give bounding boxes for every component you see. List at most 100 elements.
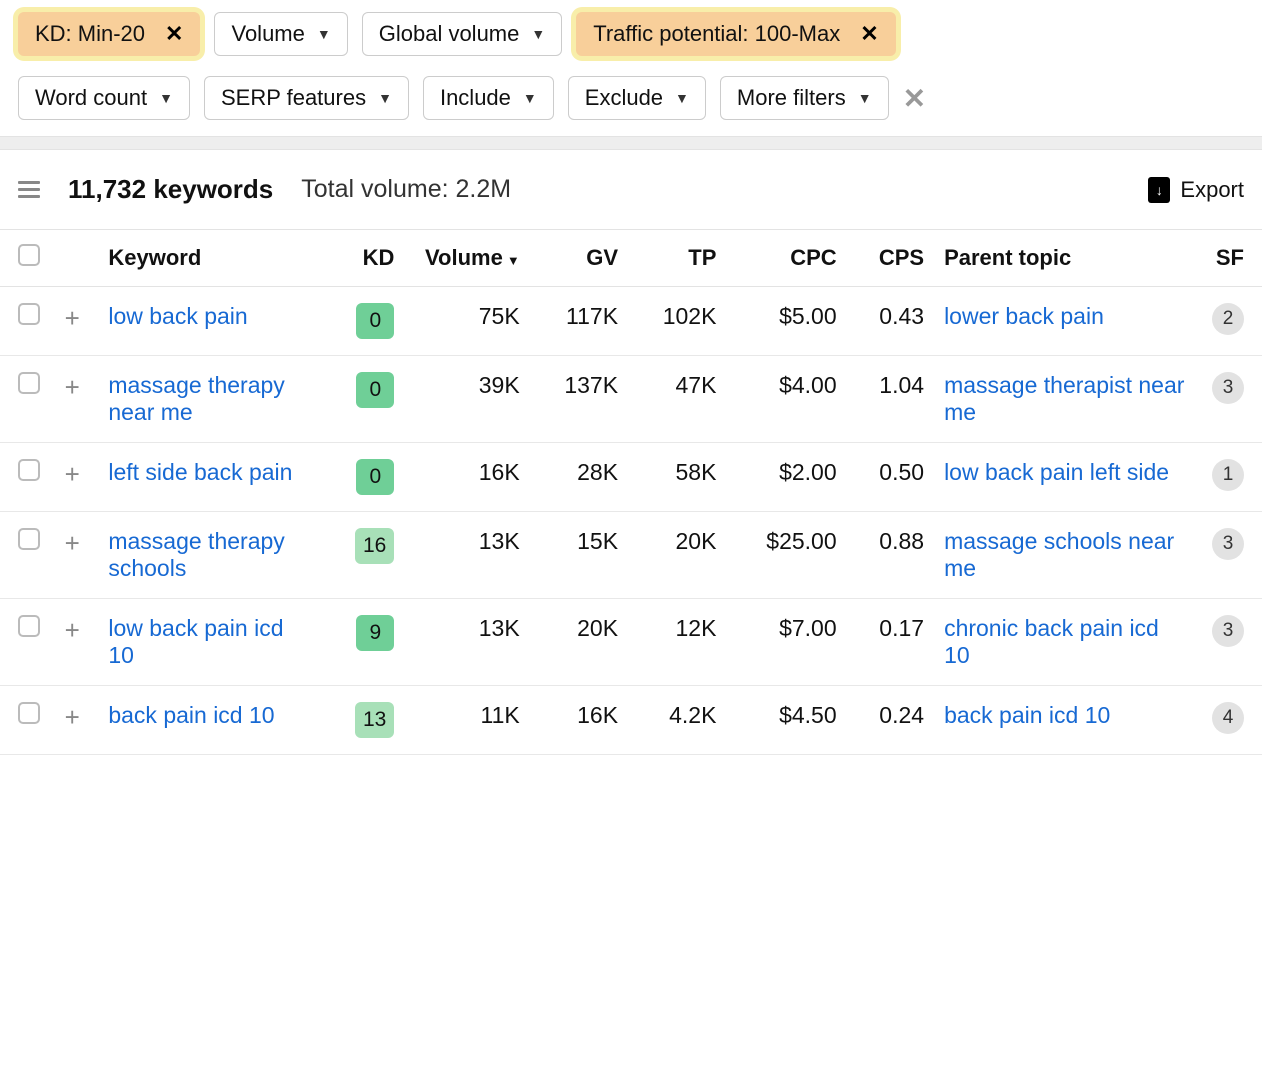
row-checkbox[interactable] — [18, 615, 40, 637]
header-tp[interactable]: TP — [628, 230, 726, 287]
kd-badge: 9 — [356, 615, 394, 651]
row-checkbox[interactable] — [18, 372, 40, 394]
filter-pill[interactable]: More filters▼ — [720, 76, 889, 120]
cell-volume: 13K — [404, 512, 529, 599]
chevron-down-icon: ▼ — [531, 26, 545, 42]
table-row: +massage therapy schools1613K15K20K$25.0… — [0, 512, 1262, 599]
sf-badge[interactable]: 4 — [1212, 702, 1244, 734]
header-keyword[interactable]: Keyword — [98, 230, 317, 287]
filter-row-2: Word count▼SERP features▼Include▼Exclude… — [0, 64, 1262, 128]
export-button[interactable]: Export — [1148, 177, 1244, 203]
sf-badge[interactable]: 1 — [1212, 459, 1244, 491]
chevron-down-icon: ▼ — [858, 90, 872, 106]
row-checkbox[interactable] — [18, 528, 40, 550]
filter-pill[interactable]: Word count▼ — [18, 76, 190, 120]
select-all-checkbox[interactable] — [18, 244, 40, 266]
keyword-link[interactable]: massage therapy near me — [108, 372, 284, 425]
parent-topic-link[interactable]: chronic back pain icd 10 — [944, 615, 1159, 668]
cell-gv: 16K — [530, 686, 628, 755]
filter-pill[interactable]: Global volume ▼ — [362, 12, 563, 56]
cell-cpc: $4.50 — [726, 686, 846, 755]
cell-gv: 15K — [530, 512, 628, 599]
row-checkbox[interactable] — [18, 702, 40, 724]
keyword-link[interactable]: low back pain icd 10 — [108, 615, 283, 668]
sf-badge[interactable]: 2 — [1212, 303, 1244, 335]
cell-cps: 0.50 — [847, 443, 934, 512]
filter-label: KD: Min-20 — [35, 21, 145, 47]
close-icon[interactable]: ✕ — [165, 21, 183, 47]
cell-cpc: $4.00 — [726, 356, 846, 443]
parent-topic-link[interactable]: massage therapist near me — [944, 372, 1184, 425]
row-checkbox[interactable] — [18, 459, 40, 481]
expand-row-button[interactable]: + — [65, 702, 80, 732]
total-volume: Total volume: 2.2M — [301, 175, 511, 204]
header-cpc[interactable]: CPC — [726, 230, 846, 287]
cell-gv: 117K — [530, 287, 628, 356]
keyword-link[interactable]: left side back pain — [108, 459, 292, 485]
parent-topic-link[interactable]: back pain icd 10 — [944, 702, 1110, 728]
filter-pill[interactable]: KD: Min-20 ✕ — [18, 12, 200, 56]
cell-volume: 39K — [404, 356, 529, 443]
clear-filters-icon[interactable]: ✕ — [903, 82, 926, 115]
sf-badge[interactable]: 3 — [1212, 615, 1244, 647]
chevron-down-icon: ▼ — [523, 90, 537, 106]
filter-label: Global volume — [379, 21, 520, 47]
sf-badge[interactable]: 3 — [1212, 528, 1244, 560]
header-sf[interactable]: SF — [1196, 230, 1262, 287]
kd-badge: 0 — [356, 372, 394, 408]
table-row: +back pain icd 101311K16K4.2K$4.500.24ba… — [0, 686, 1262, 755]
header-volume[interactable]: Volume▼ — [404, 230, 529, 287]
expand-row-button[interactable]: + — [65, 528, 80, 558]
parent-topic-link[interactable]: lower back pain — [944, 303, 1104, 329]
cell-cpc: $5.00 — [726, 287, 846, 356]
table-row: +left side back pain016K28K58K$2.000.50l… — [0, 443, 1262, 512]
header-kd[interactable]: KD — [317, 230, 404, 287]
parent-topic-link[interactable]: low back pain left side — [944, 459, 1169, 485]
expand-row-button[interactable]: + — [65, 615, 80, 645]
filter-pill[interactable]: Volume ▼ — [214, 12, 347, 56]
table-row: +low back pain075K117K102K$5.000.43lower… — [0, 287, 1262, 356]
filter-label: SERP features — [221, 85, 366, 111]
keyword-link[interactable]: massage therapy schools — [108, 528, 284, 581]
keyword-link[interactable]: back pain icd 10 — [108, 702, 274, 728]
keywords-table: Keyword KD Volume▼ GV TP CPC CPS Parent … — [0, 229, 1262, 755]
cell-tp: 4.2K — [628, 686, 726, 755]
expand-row-button[interactable]: + — [65, 459, 80, 489]
list-menu-icon[interactable] — [18, 181, 40, 198]
filter-pill[interactable]: Traffic potential: 100-Max✕ — [576, 12, 895, 56]
chevron-down-icon: ▼ — [378, 90, 392, 106]
keyword-link[interactable]: low back pain — [108, 303, 247, 329]
header-gv[interactable]: GV — [530, 230, 628, 287]
filter-pill[interactable]: Include▼ — [423, 76, 554, 120]
chevron-down-icon: ▼ — [317, 26, 331, 42]
cell-gv: 28K — [530, 443, 628, 512]
sf-badge[interactable]: 3 — [1212, 372, 1244, 404]
cell-cpc: $25.00 — [726, 512, 846, 599]
header-cps[interactable]: CPS — [847, 230, 934, 287]
filter-label: Volume — [231, 21, 304, 47]
expand-row-button[interactable]: + — [65, 303, 80, 333]
table-row: +massage therapy near me039K137K47K$4.00… — [0, 356, 1262, 443]
table-row: +low back pain icd 10913K20K12K$7.000.17… — [0, 599, 1262, 686]
cell-tp: 47K — [628, 356, 726, 443]
header-parent[interactable]: Parent topic — [934, 230, 1196, 287]
cell-volume: 13K — [404, 599, 529, 686]
export-label: Export — [1180, 177, 1244, 203]
cell-cps: 0.24 — [847, 686, 934, 755]
expand-row-button[interactable]: + — [65, 372, 80, 402]
cell-tp: 102K — [628, 287, 726, 356]
parent-topic-link[interactable]: massage schools near me — [944, 528, 1174, 581]
row-checkbox[interactable] — [18, 303, 40, 325]
filter-pill[interactable]: SERP features ▼ — [204, 76, 409, 120]
close-icon[interactable]: ✕ — [860, 21, 878, 47]
cell-cps: 1.04 — [847, 356, 934, 443]
cell-tp: 20K — [628, 512, 726, 599]
cell-cps: 0.88 — [847, 512, 934, 599]
download-icon — [1148, 177, 1170, 203]
cell-volume: 16K — [404, 443, 529, 512]
chevron-down-icon: ▼ — [159, 90, 173, 106]
cell-tp: 12K — [628, 599, 726, 686]
kd-badge: 13 — [355, 702, 394, 738]
cell-cps: 0.17 — [847, 599, 934, 686]
filter-pill[interactable]: Exclude▼ — [568, 76, 706, 120]
